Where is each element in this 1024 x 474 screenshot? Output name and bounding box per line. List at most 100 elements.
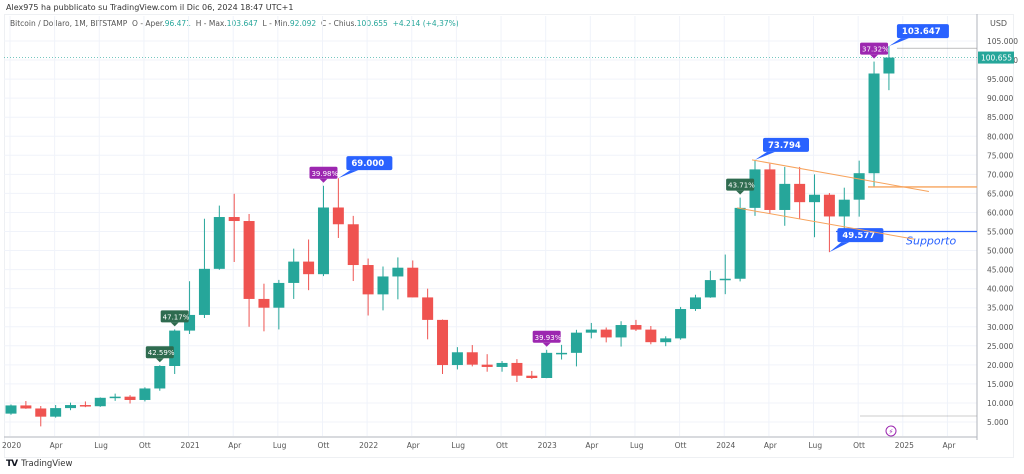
candle-up[interactable] (541, 352, 553, 378)
candle-down[interactable] (526, 375, 538, 378)
candle-up[interactable] (675, 309, 687, 339)
candle-down[interactable] (511, 362, 523, 376)
pct-callout[interactable] (860, 42, 889, 55)
x-tick-label: Ott (496, 441, 508, 450)
candle-up[interactable] (169, 330, 181, 366)
candle-down[interactable] (79, 405, 91, 407)
candle-up[interactable] (5, 405, 17, 414)
callout-pointer (888, 38, 909, 47)
channel-trendline (737, 207, 915, 240)
candle-down[interactable] (422, 297, 434, 320)
candle-up[interactable] (868, 73, 880, 174)
x-tick-label: 2025 (895, 441, 914, 450)
candle-up[interactable] (496, 362, 508, 367)
candle-up[interactable] (213, 217, 225, 269)
candle-up[interactable] (184, 314, 196, 331)
candle-up[interactable] (734, 207, 746, 279)
candle-up[interactable] (719, 278, 731, 281)
y-tick-label: 80.000 (987, 132, 1013, 141)
candle-up[interactable] (615, 325, 627, 338)
candle-down[interactable] (243, 221, 255, 299)
candle-up[interactable] (94, 397, 106, 407)
x-tick-label: 2022 (359, 441, 378, 450)
candle-up[interactable] (749, 169, 761, 208)
y-tick-label: 70.000 (987, 170, 1013, 179)
candle-down[interactable] (258, 298, 270, 308)
pct-callout-label: 47.17% (163, 313, 190, 321)
candle-up[interactable] (109, 396, 121, 399)
candle-up[interactable] (704, 280, 716, 298)
candle-down[interactable] (764, 169, 776, 210)
candle-down[interactable] (466, 352, 478, 365)
candle-down[interactable] (481, 364, 493, 367)
candle-down[interactable] (35, 408, 47, 417)
footer-brand: TV TradingView (6, 459, 72, 469)
candle-up[interactable] (585, 329, 597, 333)
candle-up[interactable] (198, 268, 210, 315)
publish-header: Alex975 ha pubblicato su TradingView.com… (6, 3, 294, 12)
candle-up[interactable] (377, 276, 389, 295)
candle-up[interactable] (570, 332, 582, 353)
low-value: 92.092 (289, 19, 317, 28)
candle-down[interactable] (347, 224, 359, 266)
candle-up[interactable] (50, 408, 62, 417)
price-callout[interactable] (763, 137, 809, 152)
candle-up[interactable] (288, 261, 300, 283)
candle-up[interactable] (838, 199, 850, 217)
y-tick-label: 5.000 (987, 418, 1009, 427)
y-tick-label: 35.000 (987, 304, 1013, 313)
candle-down[interactable] (124, 396, 136, 400)
price-callout[interactable] (896, 24, 949, 39)
candle-down[interactable] (794, 183, 806, 203)
price-callout-label: 69.000 (351, 159, 384, 169)
candle-up[interactable] (556, 352, 568, 355)
candle-up[interactable] (65, 405, 77, 409)
candle-up[interactable] (273, 282, 285, 308)
pct-callout[interactable] (309, 166, 338, 179)
pct-callout[interactable] (532, 330, 561, 343)
pct-callout[interactable] (145, 346, 174, 359)
candle-up[interactable] (392, 267, 404, 277)
candle-down[interactable] (303, 261, 315, 275)
pct-callout[interactable] (726, 178, 755, 191)
x-tick-label: Apr (585, 441, 599, 450)
candle-down[interactable] (645, 329, 657, 343)
pct-callout-pointer (155, 358, 164, 363)
price-callout-label: 49.577 (842, 231, 875, 241)
price-callout[interactable] (346, 156, 393, 171)
candle-up[interactable] (689, 297, 701, 310)
callout-pointer (755, 151, 775, 160)
candle-up[interactable] (317, 207, 329, 275)
candle-down[interactable] (20, 405, 32, 409)
candle-up[interactable] (853, 173, 865, 200)
candle-down[interactable] (407, 267, 419, 298)
y-tick-label: 20.000 (987, 361, 1013, 370)
candle-up[interactable] (809, 194, 821, 203)
x-tick-label: Lug (809, 441, 823, 450)
candle-down[interactable] (600, 329, 612, 338)
candle-down[interactable] (228, 217, 240, 222)
candle-down[interactable] (823, 194, 835, 217)
candle-up[interactable] (451, 352, 463, 366)
candle-up[interactable] (660, 338, 672, 343)
flash-event-icon[interactable] (885, 425, 897, 437)
pct-callout-label: 43.71% (728, 182, 755, 190)
pct-callout[interactable] (160, 310, 189, 323)
candle-down[interactable] (332, 207, 344, 225)
candle-down[interactable] (437, 319, 449, 366)
x-tick-label: Apr (764, 441, 778, 450)
x-tick-label: Ott (317, 441, 329, 450)
candle-up[interactable] (154, 365, 166, 389)
y-tick-label: 65.000 (987, 189, 1013, 198)
candle-down[interactable] (362, 265, 374, 295)
candle-up[interactable] (139, 388, 151, 400)
pct-callout-pointer (319, 178, 328, 183)
chart-frame (4, 14, 1014, 458)
last-price-tag (978, 51, 1014, 64)
candle-up[interactable] (883, 57, 895, 74)
y-tick-label: 90.000 (987, 94, 1013, 103)
x-tick-label: Ott (675, 441, 687, 450)
candle-down[interactable] (630, 325, 642, 330)
candle-up[interactable] (779, 183, 791, 210)
